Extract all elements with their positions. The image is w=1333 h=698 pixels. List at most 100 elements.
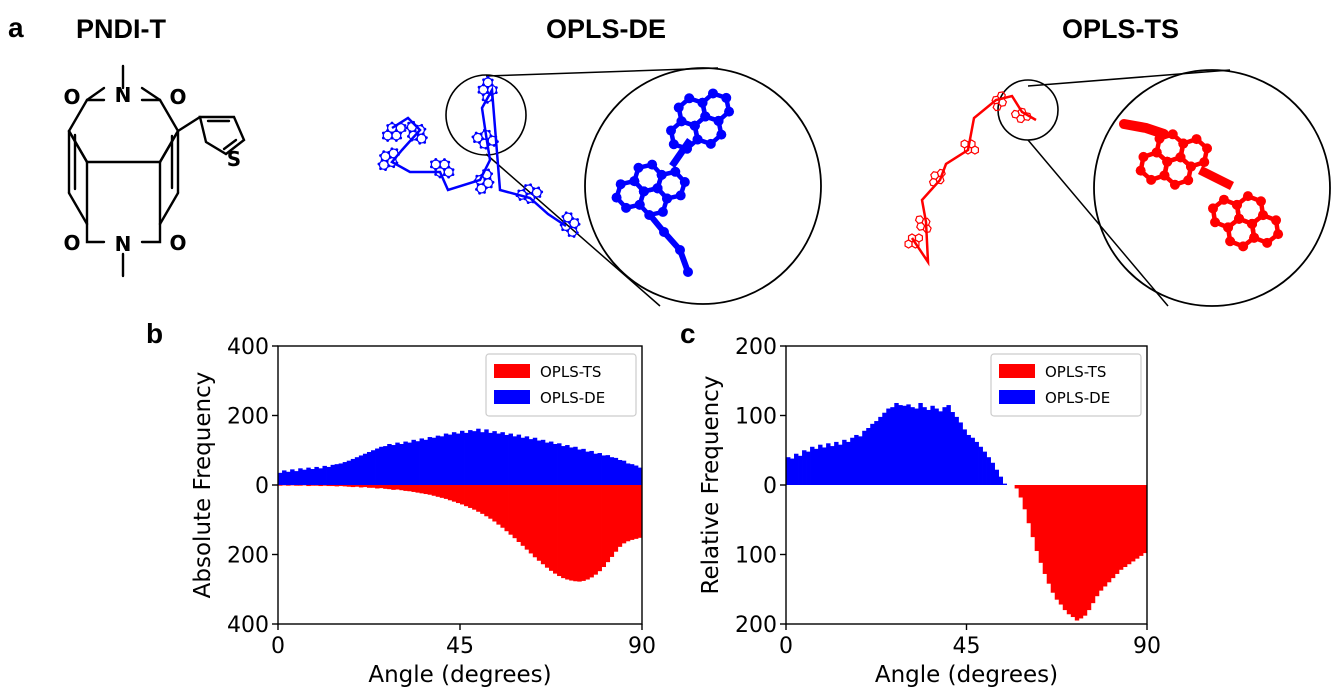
- histogram-bar: [443, 485, 449, 499]
- histogram-bar: [464, 485, 469, 507]
- histogram-bar: [882, 412, 887, 485]
- histogram-bar: [633, 485, 639, 539]
- histogram-bar: [302, 469, 307, 485]
- y-tick-label: 0: [763, 474, 777, 499]
- histogram-bar: [573, 446, 578, 485]
- y-tick-label: 200: [735, 613, 777, 638]
- histogram-bar: [938, 411, 943, 485]
- histogram-bar: [431, 437, 437, 485]
- histogram-bar: [318, 485, 323, 487]
- histogram-bar: [818, 444, 823, 485]
- x-axis-label: Angle (degrees): [368, 662, 551, 688]
- histogram-bar: [455, 485, 461, 504]
- histogram-bar: [447, 485, 453, 501]
- histogram-bar: [870, 423, 875, 485]
- histogram-bar: [520, 485, 526, 546]
- y-axis-label: Absolute Frequency: [190, 372, 216, 599]
- structure-title: PNDI-T: [76, 14, 166, 44]
- histogram-bar: [492, 485, 497, 522]
- histogram-bar: [447, 434, 453, 485]
- y-tick-label: 200: [227, 544, 269, 569]
- histogram-bar: [838, 444, 843, 485]
- histogram-bar: [294, 471, 299, 485]
- histogram-bar: [1058, 485, 1064, 605]
- histogram-bar: [443, 433, 449, 485]
- histogram-bar: [1138, 485, 1144, 556]
- histogram-bar: [435, 485, 441, 497]
- y-tick-label: 100: [735, 544, 777, 569]
- histogram-bar: [790, 458, 795, 485]
- histogram-bar: [468, 485, 473, 508]
- opls-ts-chain: [904, 69, 1331, 307]
- histogram-bar: [581, 448, 586, 485]
- histogram-bar: [314, 485, 319, 486]
- histogram-bar: [387, 485, 392, 490]
- histogram-bar: [597, 485, 602, 572]
- histogram-bar: [403, 441, 408, 485]
- histogram-bar: [1070, 485, 1076, 618]
- series-opls-ts: [278, 485, 643, 582]
- histogram-bar: [585, 451, 590, 485]
- histogram-bar: [306, 485, 311, 487]
- x-axis-label: Angle (degrees): [875, 662, 1058, 688]
- atom-label: N: [115, 83, 132, 107]
- histogram-bar: [605, 485, 611, 563]
- histogram-bar: [540, 439, 546, 485]
- histogram-bar: [970, 437, 975, 485]
- x-tick-label: 90: [628, 634, 656, 659]
- histogram-bar: [982, 451, 987, 485]
- histogram-bar: [794, 453, 799, 485]
- histogram-bar: [1054, 485, 1060, 600]
- histogram-bar: [346, 485, 352, 487]
- histogram-bar: [802, 450, 807, 485]
- histogram-bar: [379, 485, 384, 489]
- y-tick-label: 400: [227, 335, 269, 360]
- histogram-bar: [318, 468, 323, 485]
- histogram-bar: [451, 485, 457, 502]
- histogram-bar: [322, 485, 327, 486]
- histogram-bar: [577, 485, 582, 582]
- histogram-bar: [625, 463, 631, 485]
- histogram-bar: [561, 446, 566, 485]
- histogram-bar: [798, 455, 803, 485]
- histogram-bar: [391, 485, 396, 490]
- x-tick-label: 90: [1133, 634, 1161, 659]
- histogram-bar: [536, 440, 542, 485]
- histogram-bar: [496, 433, 501, 485]
- histogram-bar: [862, 430, 867, 485]
- histogram-bar: [1078, 485, 1084, 619]
- histogram-bar: [926, 409, 931, 485]
- histogram-bar: [609, 485, 615, 557]
- histogram-bar: [617, 485, 623, 547]
- histogram-bar: [366, 451, 372, 485]
- histogram-bar: [990, 462, 995, 485]
- opls-ts-title: OPLS-TS: [1062, 14, 1180, 44]
- histogram-bar: [472, 431, 477, 485]
- series-opls-de: [786, 402, 1008, 485]
- histogram-bar: [637, 485, 643, 538]
- histogram-bar: [918, 402, 923, 485]
- atom-label: O: [63, 231, 80, 255]
- histogram-bar: [1062, 485, 1068, 611]
- histogram-bar: [826, 443, 831, 485]
- histogram-bar: [886, 408, 891, 485]
- legend-swatch: [999, 390, 1035, 404]
- histogram-bar: [589, 485, 594, 578]
- y-tick-label: 100: [735, 405, 777, 430]
- histogram-bar: [548, 485, 554, 571]
- histogram-bar: [1098, 485, 1104, 591]
- histogram-bar: [593, 485, 598, 575]
- histogram-bar: [978, 446, 983, 485]
- histogram-bar: [561, 485, 566, 579]
- histogram-bar: [1110, 485, 1116, 579]
- histogram-bar: [1046, 485, 1052, 584]
- histogram-bar: [354, 485, 360, 487]
- histogram-bar: [484, 429, 489, 485]
- histogram-bar: [974, 441, 979, 485]
- histogram-bar: [1050, 485, 1056, 593]
- histogram-bar: [480, 485, 485, 514]
- histogram-bar: [290, 469, 295, 485]
- histogram-bar: [508, 433, 513, 485]
